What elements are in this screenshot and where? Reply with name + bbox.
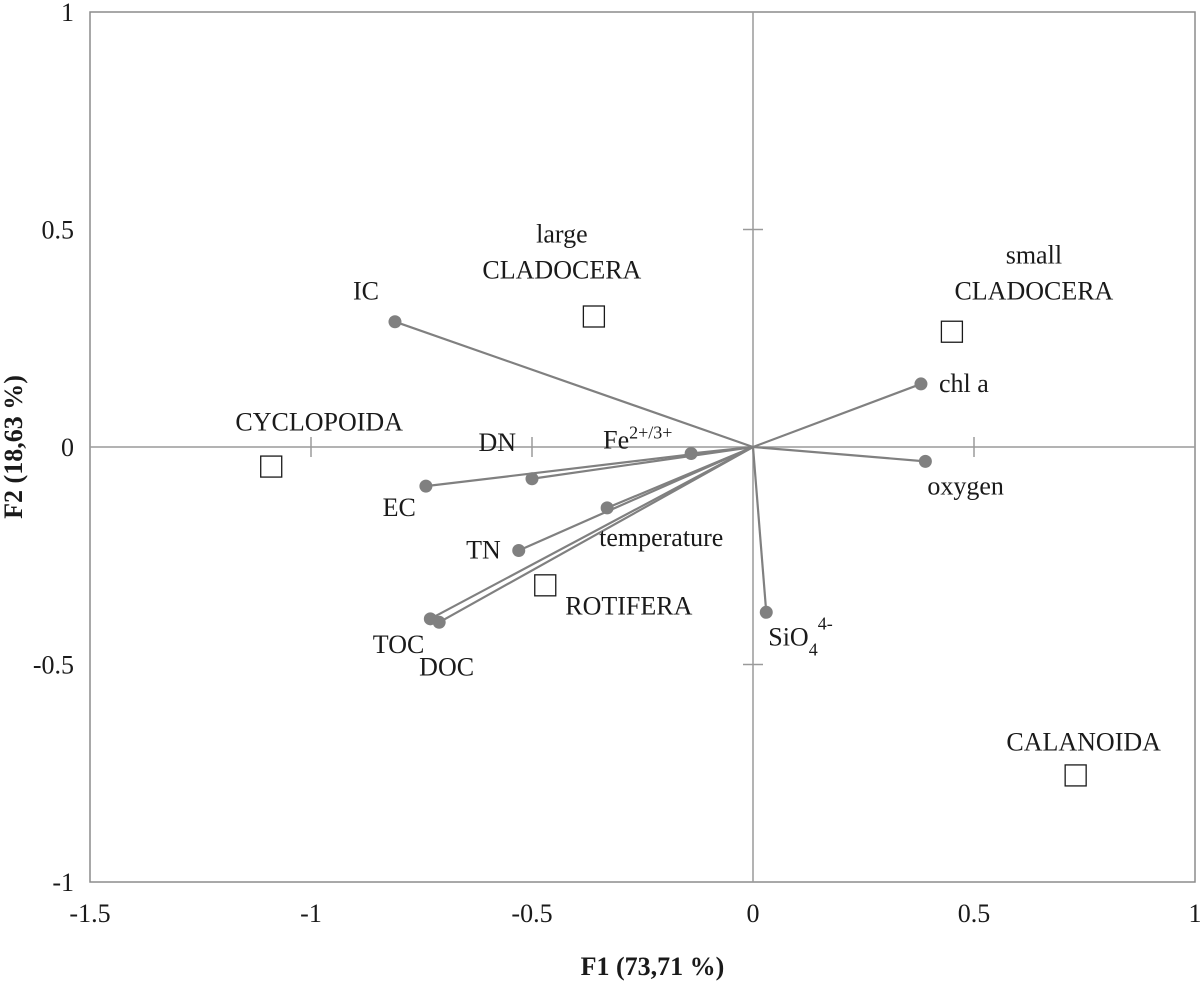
x-tick-label: -1 bbox=[300, 899, 322, 928]
vector-point-doc bbox=[432, 615, 446, 629]
y-tick-label: 0 bbox=[61, 433, 74, 462]
vector-point-ec bbox=[419, 479, 433, 493]
vector-label-dn: DN bbox=[478, 428, 516, 457]
y-tick-label: 1 bbox=[61, 0, 74, 27]
observation-marker-rotifera bbox=[534, 574, 557, 597]
vector-oxygen bbox=[752, 445, 926, 463]
vector-sio bbox=[751, 446, 768, 613]
observation-label-calanoida: CALANOIDA bbox=[1006, 727, 1161, 756]
vector-point-ic bbox=[388, 315, 402, 329]
x-tick-label: -1.5 bbox=[69, 899, 110, 928]
observation-marker-calanoida bbox=[1064, 764, 1087, 787]
vector-point-tn bbox=[512, 544, 526, 558]
vector-label-chl-a: chl a bbox=[939, 369, 989, 398]
observation-marker-small-cladocera bbox=[940, 320, 964, 343]
vector-point-fe bbox=[684, 447, 698, 461]
vector-ic bbox=[394, 320, 754, 449]
y-tick-label: -0.5 bbox=[33, 651, 74, 680]
vector-fe bbox=[691, 445, 754, 455]
observation-label-cyclopoida: CYCLOPOIDA bbox=[235, 408, 403, 437]
vector-point-dn bbox=[525, 472, 539, 486]
vector-label-tn: TN bbox=[466, 536, 501, 565]
vector-temperature bbox=[606, 445, 754, 509]
vector-toc bbox=[429, 446, 754, 620]
observation-label-large-cladocera: CLADOCERA bbox=[482, 256, 641, 285]
x-axis-title: F1 (73,71 %) bbox=[581, 952, 725, 981]
observation-markers bbox=[260, 305, 1087, 787]
x-tick-label: 1 bbox=[1189, 899, 1200, 928]
vector-label-ic: IC bbox=[353, 277, 379, 306]
vector-label-sio: SiO44- bbox=[768, 613, 832, 659]
vector-label-toc: TOC bbox=[373, 630, 425, 659]
observation-label-rotifera: ROTIFERA bbox=[565, 591, 692, 620]
y-tick-label: -1 bbox=[52, 868, 74, 897]
observation-label-large-cladocera: large bbox=[536, 220, 588, 249]
vector-point-chl-a bbox=[914, 377, 928, 391]
vector-label-oxygen: oxygen bbox=[927, 471, 1004, 500]
vector-point-temperature bbox=[600, 501, 614, 515]
observation-marker-cyclopoida bbox=[260, 455, 283, 478]
vector-point-oxygen bbox=[918, 454, 932, 468]
y-axis-title: F2 (18,63 %) bbox=[0, 375, 28, 519]
variable-vectors bbox=[388, 315, 932, 629]
x-tick-label: 0 bbox=[747, 899, 760, 928]
vector-label-temperature: temperature bbox=[599, 523, 723, 552]
x-tick-label: -0.5 bbox=[511, 899, 552, 928]
y-tick-label: 0.5 bbox=[42, 216, 75, 245]
observation-label-small-cladocera: small bbox=[1006, 241, 1062, 270]
vector-point-sio bbox=[759, 605, 773, 619]
observation-marker-large-cladocera bbox=[582, 305, 606, 328]
vector-label-doc: DOC bbox=[419, 652, 474, 681]
vector-label-fe: Fe2+/3+ bbox=[603, 423, 672, 455]
vector-doc bbox=[438, 446, 754, 624]
observation-label-small-cladocera: CLADOCERA bbox=[954, 277, 1113, 306]
vector-chl-a bbox=[752, 382, 922, 449]
x-tick-label: 0.5 bbox=[958, 899, 991, 928]
vector-label-ec: EC bbox=[383, 493, 416, 522]
